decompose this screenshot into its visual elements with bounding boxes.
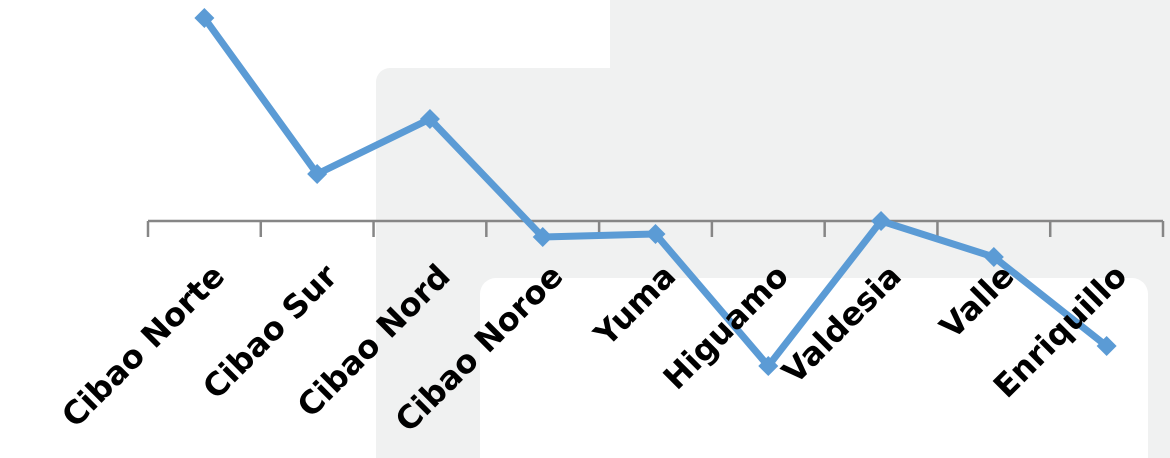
data-point-marker [758, 356, 779, 376]
data-point-marker [871, 211, 892, 231]
series-group [194, 8, 1117, 376]
data-point-marker [419, 109, 440, 129]
background-panel-top [610, 0, 1170, 70]
data-point-marker [1096, 336, 1117, 356]
x-tick-label: Yuma [586, 257, 683, 354]
data-point-marker [532, 227, 553, 247]
x-axis [146, 219, 1165, 237]
data-point-marker [194, 8, 215, 28]
data-point-marker [307, 164, 328, 184]
x-tick-label: Cibao Norte [54, 257, 232, 435]
data-point-marker [983, 247, 1004, 267]
data-point-marker [645, 224, 666, 244]
